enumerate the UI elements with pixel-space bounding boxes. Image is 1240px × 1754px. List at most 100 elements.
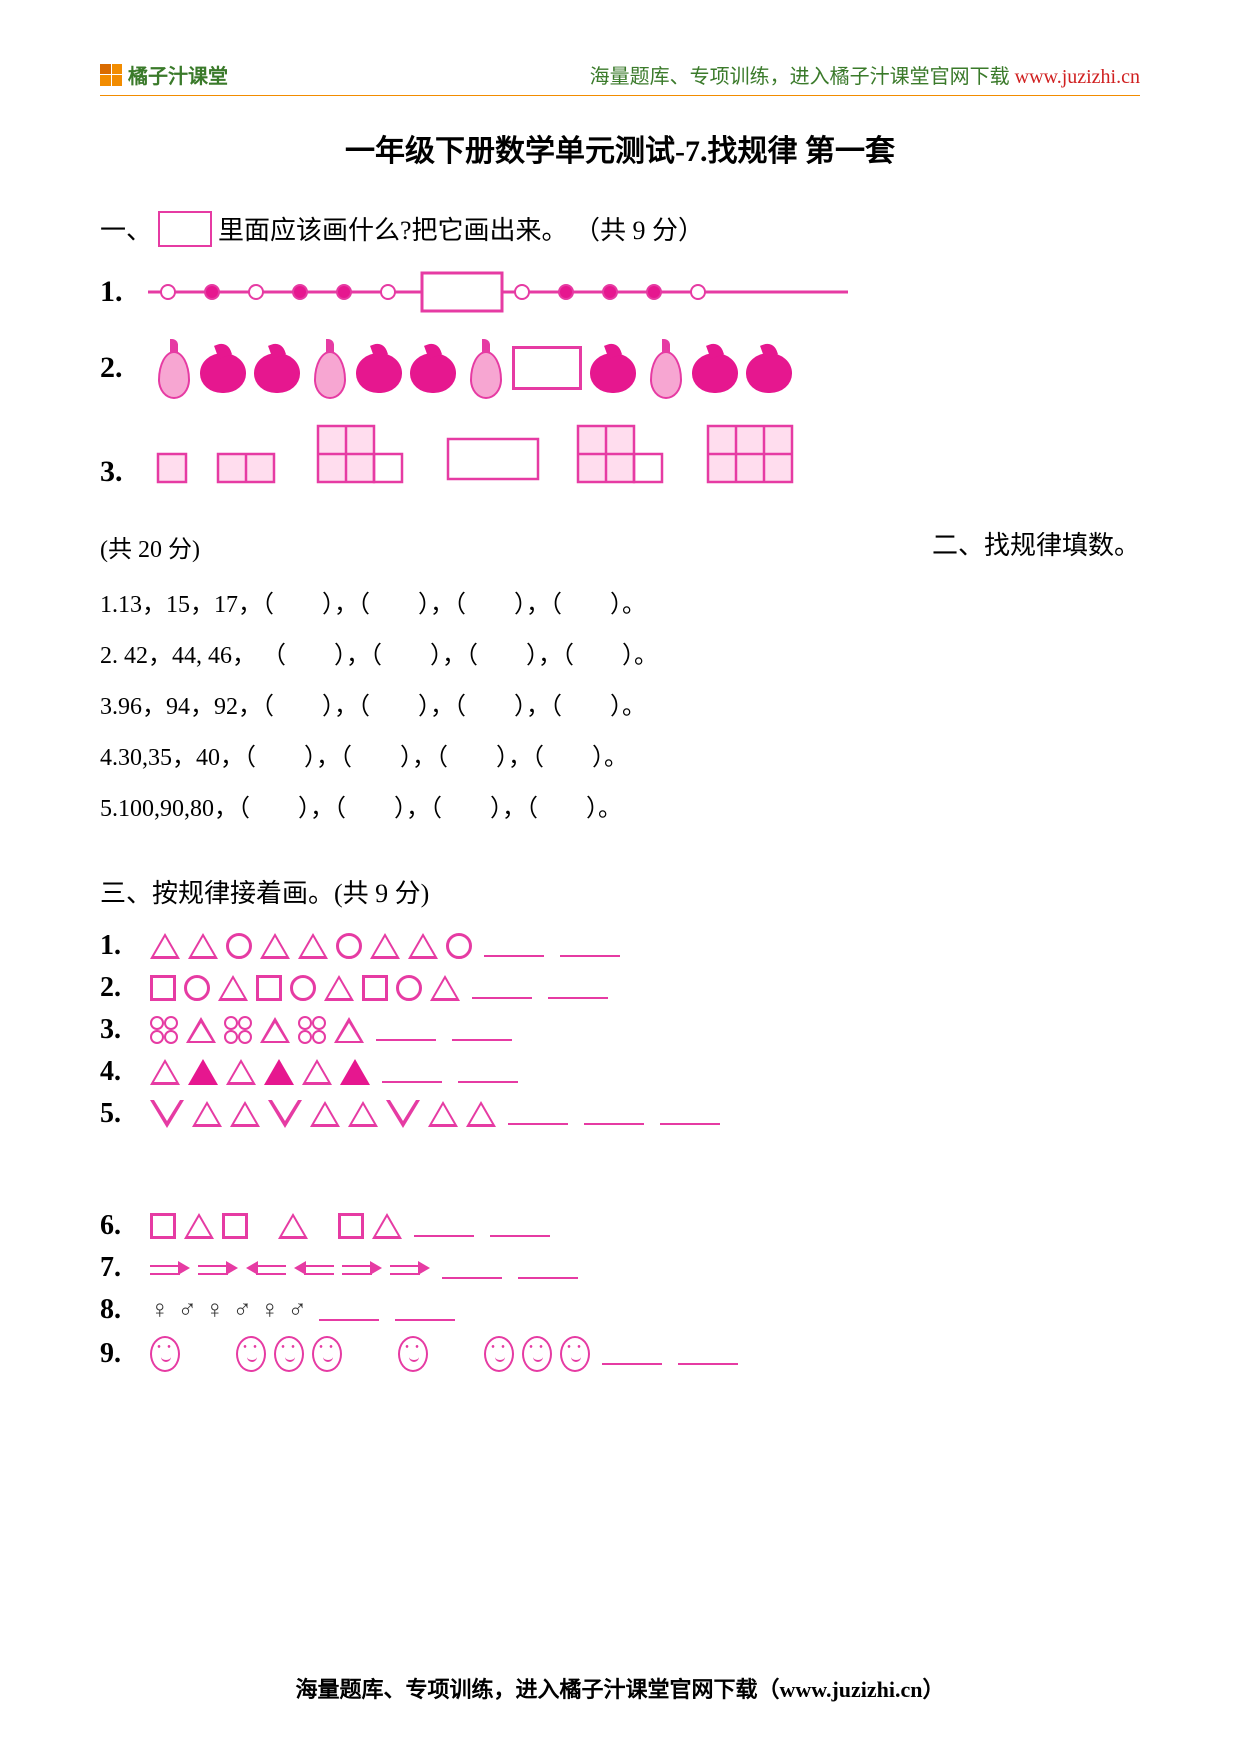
pattern-row: 7. [100, 1252, 1140, 1284]
sq-o-icon [256, 975, 282, 1001]
answer-blank [584, 1103, 644, 1125]
sym-f-icon: ♀ [150, 1295, 170, 1325]
dbl4-icon [298, 1016, 326, 1044]
q1-row: 1. [100, 267, 1140, 317]
pear-icon [642, 339, 686, 397]
logo-icon [100, 64, 122, 86]
tagline-text: 海量题库、专项训练，进入橘子汁课堂官网下载 [590, 66, 1015, 88]
blank-icon [512, 346, 582, 390]
sym-m-icon: ♂ [233, 1295, 253, 1325]
pattern-row: 2. [100, 972, 1140, 1004]
q2-pattern [148, 339, 796, 397]
arrow-r-icon [342, 1261, 382, 1275]
answer-blank [452, 1019, 512, 1041]
answer-blank [376, 1019, 436, 1041]
face-icon [522, 1336, 552, 1372]
shape-sequence [150, 1336, 742, 1372]
row-number: 3. [100, 1014, 140, 1046]
face-icon [274, 1336, 304, 1372]
row-number: 8. [100, 1294, 140, 1326]
shape-sequence [150, 1213, 554, 1239]
answer-blank [560, 935, 620, 957]
pear-icon [150, 339, 194, 397]
row-number: 4. [100, 1056, 140, 1088]
answer-blank [602, 1343, 662, 1365]
answer-blank [382, 1061, 442, 1083]
otri-icon [370, 933, 400, 959]
section1-suffix: 里面应该画什么?把它画出来。 （共 9 分） [218, 210, 704, 247]
page-title: 一年级下册数学单元测试-7.找规律 第一套 [100, 126, 1140, 170]
pattern-row: 3. [100, 1014, 1140, 1046]
pattern-row: 9. [100, 1336, 1140, 1372]
otri-icon [428, 1101, 458, 1127]
sq-o-icon [222, 1213, 248, 1239]
row-number: 9. [100, 1338, 140, 1370]
arrow-l-icon [294, 1261, 334, 1275]
dtri-o-icon [268, 1100, 302, 1128]
answer-blank [442, 1257, 502, 1279]
apple-icon [588, 343, 638, 393]
section1-prefix: 一、 [100, 210, 152, 247]
footer-url: www.juzizhi.cn [780, 1677, 923, 1702]
face-icon [150, 1336, 180, 1372]
answer-blank [660, 1103, 720, 1125]
ftri-icon [340, 1059, 370, 1085]
circ-o-icon [446, 933, 472, 959]
shape-sequence [150, 933, 624, 959]
otri-icon [226, 1059, 256, 1085]
ftri-icon [264, 1059, 294, 1085]
header-tagline: 海量题库、专项训练，进入橘子汁课堂官网下载 www.juzizhi.cn [590, 60, 1140, 89]
answer-blank [414, 1215, 474, 1237]
sq-o-icon [362, 975, 388, 1001]
otri-icon [188, 933, 218, 959]
tri-dot-icon [260, 1017, 290, 1043]
q3-number: 3. [100, 455, 148, 489]
pattern-row: 1. [100, 930, 1140, 962]
arrow-l-icon [246, 1261, 286, 1275]
answer-blank [484, 935, 544, 957]
sq-o-icon [150, 1213, 176, 1239]
arrow-r-icon [390, 1261, 430, 1275]
circ-o-icon [336, 933, 362, 959]
sym-m-icon: ♂ [288, 1295, 308, 1325]
circ-o-icon [184, 975, 210, 1001]
otri-icon [372, 1213, 402, 1239]
otri-icon [298, 933, 328, 959]
q3-row: 3. [100, 419, 1140, 489]
otri-icon [278, 1213, 308, 1239]
otri-icon [430, 975, 460, 1001]
face-icon [312, 1336, 342, 1372]
row-number: 1. [100, 930, 140, 962]
page-footer: 海量题库、专项训练，进入橘子汁课堂官网下载（www.juzizhi.cn） [0, 1672, 1240, 1704]
apple-icon [252, 343, 302, 393]
circ-o-icon [396, 975, 422, 1001]
pear-icon [462, 339, 506, 397]
dtri-o-icon [386, 1100, 420, 1128]
otri-icon [150, 933, 180, 959]
sym-m-icon: ♂ [178, 1295, 198, 1325]
ftri-icon [188, 1059, 218, 1085]
answer-blank [518, 1257, 578, 1279]
section1-label: 一、 里面应该画什么?把它画出来。 （共 9 分） [100, 210, 1140, 247]
number-sequence-line: 1.13，15，17，（ ），（ ），（ ），（ ）。 [100, 584, 1140, 619]
answer-blank [472, 977, 532, 999]
apple-icon [354, 343, 404, 393]
face-icon [236, 1336, 266, 1372]
face-icon [398, 1336, 428, 1372]
row-number: 5. [100, 1098, 140, 1130]
shape-sequence [150, 1100, 724, 1128]
otri-icon [408, 933, 438, 959]
sym-f-icon: ♀ [260, 1295, 280, 1325]
number-sequence-line: 2. 42，44, 46， （ ），（ ），（ ），（ ）。 [100, 635, 1140, 670]
pattern-row: 4. [100, 1056, 1140, 1088]
otri-icon [150, 1059, 180, 1085]
sq-o-icon [150, 975, 176, 1001]
q2-row: 2. [100, 339, 1140, 397]
pattern-row: 6. [100, 1210, 1140, 1242]
page-header: 橘子汁课堂 海量题库、专项训练，进入橘子汁课堂官网下载 www.juzizhi.… [100, 60, 1140, 96]
arrow-r-icon [150, 1261, 190, 1275]
apple-icon [198, 343, 248, 393]
shape-sequence [150, 1059, 522, 1085]
otri-icon [260, 933, 290, 959]
apple-icon [408, 343, 458, 393]
